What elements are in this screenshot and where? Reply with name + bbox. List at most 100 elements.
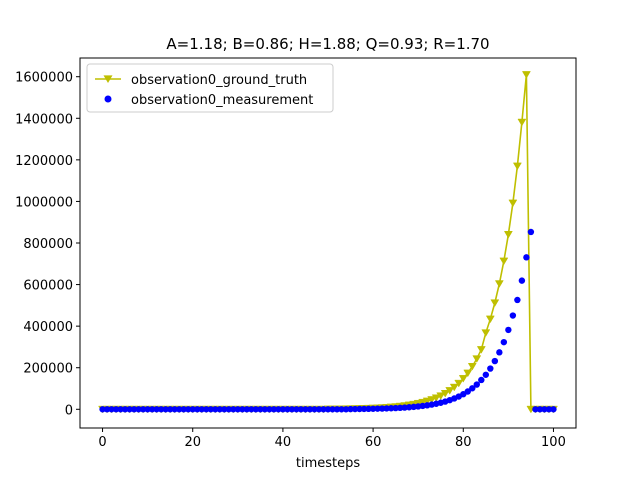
x-axis-title: timesteps [296,456,360,471]
ground-truth-marker [458,375,468,383]
measurement-point [112,406,120,413]
measurement-point [135,406,142,413]
ground-truth-marker [503,231,513,239]
measurement-point [99,406,106,413]
measurement-point [130,406,138,413]
measurement-point [225,406,232,413]
measurement-point [252,406,260,413]
measurement-point [356,405,363,413]
measurement-point [324,406,332,413]
measurement-point [108,406,115,413]
measurement-point [221,406,228,413]
ground-truth-marker [521,71,531,79]
y-tick-label: 0 [65,403,73,418]
measurement-point [338,406,345,413]
legend-measurement-label: observation0_measurement [131,93,313,108]
measurement-point [491,357,499,365]
measurement-point [279,406,287,413]
legend-ground-truth-label: observation0_ground_truth [131,73,307,88]
measurement-point [487,365,494,372]
measurement-point [527,228,535,236]
ground-truth-marker [422,397,432,406]
measurement-point [144,406,151,413]
plot-frame [79,57,577,429]
measurement-point [248,406,255,413]
ground-truth-marker [517,118,527,127]
measurement-point [383,405,390,412]
measurement-point [347,405,354,413]
y-tick-label: 400000 [23,320,73,335]
ground-truth-marker [427,396,437,404]
measurement-point [374,405,381,412]
measurement-point [306,406,314,413]
ground-truth-marker [490,299,500,307]
ground-truth-marker [431,394,441,403]
measurement-point [266,406,273,413]
measurement-point [216,406,223,413]
measurement-point [243,406,251,413]
measurement-point [139,406,147,413]
y-tick-label: 800000 [23,237,73,252]
measurement-point [360,405,368,413]
x-tick-label: 100 [541,435,566,450]
ground-truth-marker [499,257,509,266]
measurement-point [157,406,165,413]
measurement-point [500,338,508,346]
measurement-point [351,405,359,413]
measurement-point [257,406,264,413]
measurement-point [270,406,278,413]
measurement-point [505,326,512,334]
measurement-point [180,406,187,413]
ground-truth-marker [512,162,522,171]
measurement-point [469,385,476,392]
measurement-point [117,406,124,413]
measurement-point [171,406,178,413]
measurement-point [275,406,282,413]
measurement-point [392,404,399,412]
measurement-point [550,406,557,413]
ground-truth-marker [467,363,477,371]
measurement-point [261,406,269,413]
measurement-point [194,406,201,413]
measurement-point [545,406,553,413]
measurement-point [153,406,160,413]
measurement-point [329,406,336,413]
measurement-point [473,381,480,388]
measurement-point [541,406,548,413]
ground-truth-marker [485,315,495,324]
ground-truth-marker [472,355,482,363]
measurement-point [212,406,219,413]
measurement-point [189,406,196,413]
measurement-point [198,406,205,413]
measurement-point [320,406,327,413]
measurement-point [166,406,174,413]
chart-title: A=1.18; B=0.86; H=1.88; Q=0.93; R=1.70 [166,35,489,53]
x-tick-label: 60 [365,435,382,450]
measurement-point [514,296,521,304]
axes-layer: 0 20 40 60 80 100 0 200000 400000 600000 800000 100… [15,71,566,450]
measurement-point [297,406,305,413]
measurement-point [103,406,111,413]
measurement-point [315,406,323,413]
measurement-point [333,406,341,413]
measurement-point [464,388,471,395]
measurement-point [126,406,133,413]
measurement-point [288,406,296,413]
measurement-point [536,406,544,413]
measurement-point [311,406,318,413]
x-tick-label: 40 [275,435,292,450]
measurement-point [203,406,210,413]
ground-truth-marker [445,387,455,395]
measurement-point [478,376,485,384]
measurement-point [230,406,237,413]
y-tick-label: 600000 [23,279,73,294]
ground-truth-marker [481,329,491,337]
measurement-point [207,406,214,413]
ground-truth-marker [463,369,473,378]
y-tick-label: 200000 [23,362,73,377]
measurement-point [293,406,300,413]
measurement-point [162,406,169,413]
measurement-point [482,371,490,378]
measurement-point [121,406,129,413]
